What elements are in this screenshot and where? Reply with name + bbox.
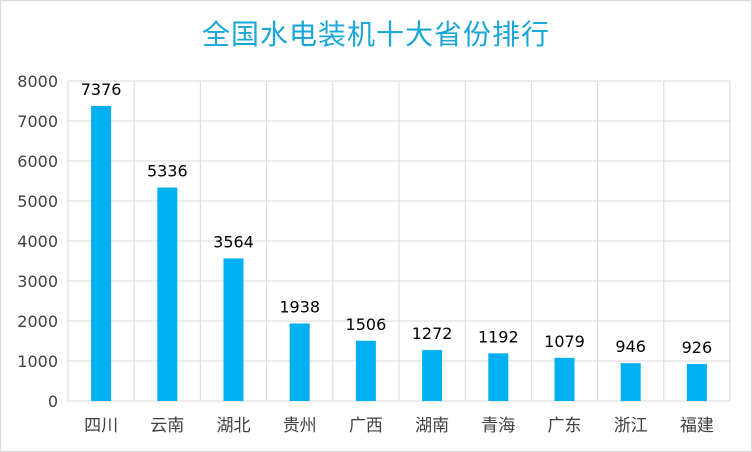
bar	[620, 363, 641, 401]
bar	[554, 357, 575, 401]
bar	[289, 323, 310, 401]
x-tick-label: 广东	[548, 416, 582, 436]
x-tick-label: 广西	[349, 416, 383, 436]
y-tick-label: 5000	[17, 192, 58, 211]
data-label: 1938	[279, 297, 320, 316]
bar	[488, 353, 509, 401]
bar	[686, 363, 707, 401]
x-tick-label: 福建	[680, 416, 714, 436]
x-tick-label: 浙江	[614, 416, 648, 436]
data-label: 926	[682, 338, 713, 357]
y-tick-label: 3000	[17, 272, 58, 291]
data-label: 1272	[412, 324, 453, 343]
chart-title: 全国水电装机十大省份排行	[201, 18, 550, 51]
y-tick-label: 7000	[17, 112, 58, 131]
bar	[157, 187, 178, 401]
y-tick-label: 1000	[17, 352, 58, 371]
y-tick-label: 8000	[17, 72, 58, 91]
y-tick-label: 4000	[17, 232, 58, 251]
x-tick-label: 云南	[150, 416, 184, 436]
x-tick-label: 湖北	[217, 416, 251, 436]
bar	[355, 340, 376, 401]
bar	[223, 258, 244, 401]
y-tick-label: 0	[48, 392, 58, 411]
data-label: 946	[615, 337, 646, 356]
bar	[422, 350, 443, 401]
data-label: 5336	[147, 162, 188, 181]
x-tick-label: 湖南	[415, 416, 449, 436]
data-label: 1079	[544, 332, 585, 351]
data-label: 7376	[81, 80, 122, 99]
x-tick-label: 贵州	[283, 416, 317, 436]
data-label: 3564	[213, 232, 254, 251]
data-label: 1192	[478, 327, 519, 346]
data-label: 1506	[346, 315, 387, 334]
y-tick-label: 2000	[17, 312, 58, 331]
y-tick-label: 6000	[17, 152, 58, 171]
x-tick-label: 青海	[481, 416, 515, 436]
x-tick-label: 四川	[84, 416, 118, 436]
bar	[91, 105, 112, 402]
